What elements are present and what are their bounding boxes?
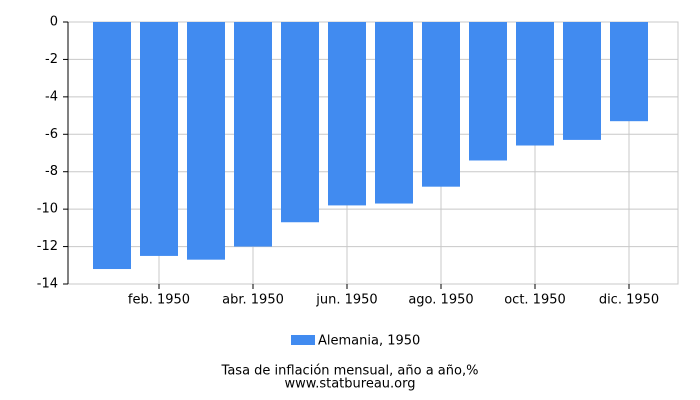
bar (93, 22, 131, 270)
y-tick-label: 0 (50, 15, 58, 30)
x-tick-label: abr. 1950 (222, 293, 284, 308)
x-tick-label: jun. 1950 (315, 293, 377, 308)
x-tick-label: dic. 1950 (599, 293, 659, 308)
bar (516, 22, 554, 146)
bar (375, 22, 413, 204)
bar (469, 22, 507, 161)
bar (140, 22, 178, 256)
legend-label: Alemania, 1950 (318, 334, 420, 349)
y-tick-label: -8 (45, 164, 58, 179)
x-tick-label: feb. 1950 (128, 293, 190, 308)
y-tick-label: -4 (45, 89, 58, 104)
y-tick-label: -6 (45, 127, 58, 142)
bar (187, 22, 225, 260)
legend-swatch (291, 335, 315, 345)
chart-subtitle: www.statbureau.org (285, 377, 416, 392)
bar (422, 22, 460, 187)
y-tick-label: -2 (45, 52, 58, 67)
bar (281, 22, 319, 223)
bar (563, 22, 601, 140)
bar (234, 22, 272, 247)
x-tick-label: oct. 1950 (504, 293, 566, 308)
x-tick-label: ago. 1950 (408, 293, 473, 308)
y-tick-label: -10 (37, 202, 58, 217)
bar (610, 22, 648, 122)
y-tick-label: -14 (37, 277, 58, 292)
y-tick-label: -12 (37, 239, 58, 254)
chart-title: Tasa de inflación mensual, año a año,% (221, 364, 479, 379)
bar (328, 22, 366, 206)
